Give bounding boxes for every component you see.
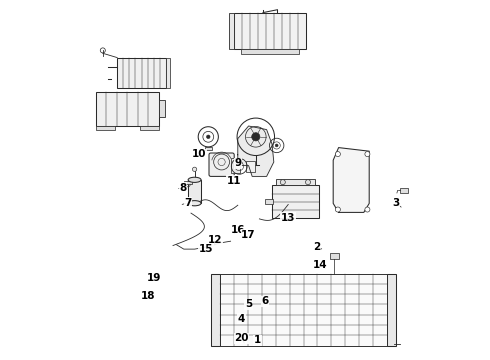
- FancyBboxPatch shape: [209, 153, 234, 176]
- Bar: [159, 100, 165, 117]
- Circle shape: [335, 207, 341, 212]
- Bar: [166, 58, 170, 88]
- Circle shape: [252, 133, 260, 141]
- Circle shape: [206, 135, 210, 139]
- Text: 16: 16: [231, 225, 245, 235]
- Text: 18: 18: [141, 291, 156, 301]
- Text: 3: 3: [392, 198, 400, 208]
- Text: 1: 1: [254, 335, 261, 345]
- Bar: [96, 92, 159, 126]
- Text: 11: 11: [227, 176, 242, 186]
- Circle shape: [365, 207, 370, 212]
- Bar: [275, 179, 315, 185]
- Polygon shape: [333, 148, 369, 212]
- Text: 5: 5: [245, 299, 252, 309]
- Bar: [387, 274, 396, 346]
- Text: 10: 10: [192, 149, 206, 159]
- Text: 6: 6: [261, 296, 269, 306]
- Bar: [234, 13, 306, 49]
- Bar: [211, 274, 220, 346]
- Text: 4: 4: [238, 314, 245, 324]
- Bar: [188, 180, 201, 203]
- Circle shape: [280, 180, 285, 185]
- Text: 15: 15: [199, 244, 213, 254]
- Text: 14: 14: [313, 260, 328, 270]
- Circle shape: [335, 152, 341, 157]
- Bar: [184, 181, 192, 184]
- Circle shape: [305, 180, 311, 185]
- Text: 8: 8: [179, 183, 187, 193]
- Bar: [265, 199, 273, 204]
- Text: 13: 13: [281, 213, 295, 223]
- Text: 9: 9: [234, 158, 242, 168]
- Bar: [117, 58, 166, 88]
- Bar: [400, 188, 408, 193]
- Text: 7: 7: [184, 198, 192, 208]
- Circle shape: [275, 144, 278, 147]
- Text: 19: 19: [147, 273, 162, 283]
- Bar: [229, 13, 234, 49]
- Bar: [231, 158, 240, 173]
- Polygon shape: [238, 126, 274, 176]
- Bar: [96, 126, 115, 130]
- Bar: [205, 147, 212, 150]
- Circle shape: [365, 152, 370, 157]
- Bar: [272, 185, 319, 218]
- Circle shape: [193, 167, 197, 171]
- Text: 20: 20: [234, 333, 248, 343]
- Ellipse shape: [188, 201, 201, 206]
- Bar: [140, 126, 159, 130]
- Text: 12: 12: [208, 235, 223, 245]
- Bar: [245, 161, 255, 172]
- Bar: [220, 274, 387, 346]
- Bar: [242, 49, 299, 54]
- Bar: [330, 253, 339, 259]
- Text: 17: 17: [241, 230, 256, 240]
- Ellipse shape: [188, 177, 201, 183]
- Text: 2: 2: [314, 242, 320, 252]
